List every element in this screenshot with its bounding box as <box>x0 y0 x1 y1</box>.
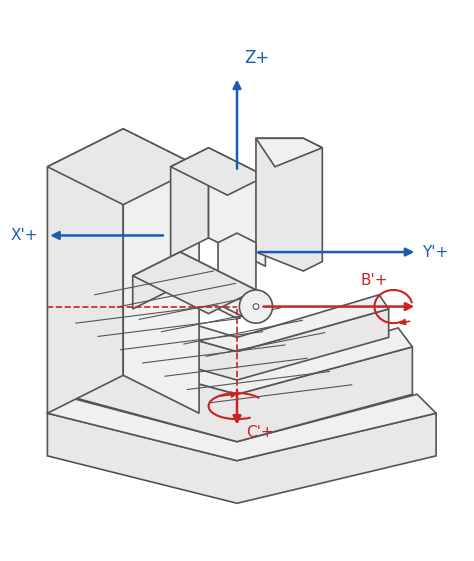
Polygon shape <box>171 148 209 257</box>
Polygon shape <box>85 309 389 380</box>
Polygon shape <box>62 347 412 442</box>
Polygon shape <box>171 148 265 195</box>
Polygon shape <box>256 139 322 167</box>
Polygon shape <box>85 295 389 352</box>
Text: Y'+: Y'+ <box>422 245 448 260</box>
Text: C'+: C'+ <box>246 425 274 440</box>
Polygon shape <box>218 233 256 319</box>
Text: B'+: B'+ <box>360 273 388 288</box>
Text: X'+: X'+ <box>10 228 38 243</box>
Polygon shape <box>62 328 412 394</box>
Polygon shape <box>123 129 199 413</box>
Polygon shape <box>47 413 436 503</box>
Polygon shape <box>133 252 180 309</box>
Circle shape <box>239 290 273 323</box>
Polygon shape <box>180 252 256 323</box>
Text: Z+: Z+ <box>244 49 269 67</box>
Polygon shape <box>256 139 322 271</box>
Polygon shape <box>47 394 436 461</box>
Polygon shape <box>209 148 265 266</box>
Polygon shape <box>47 129 123 413</box>
Polygon shape <box>47 129 199 205</box>
Circle shape <box>253 304 259 310</box>
Polygon shape <box>133 252 256 314</box>
